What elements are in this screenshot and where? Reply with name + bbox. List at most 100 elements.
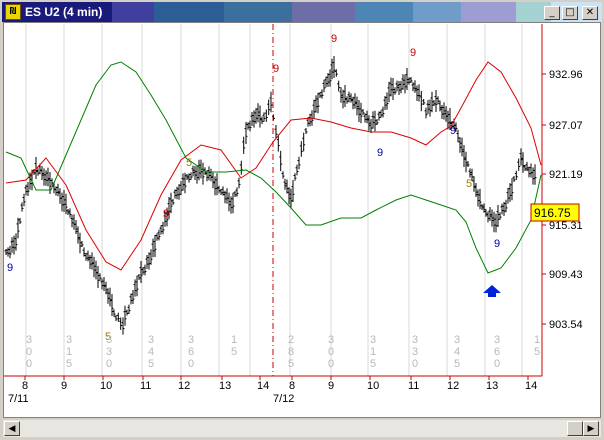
price-bar xyxy=(287,187,291,205)
price-bar xyxy=(181,173,185,191)
price-bar xyxy=(525,161,529,172)
svg-text:5: 5 xyxy=(148,358,154,370)
price-bar xyxy=(496,205,500,227)
column-label: 300 xyxy=(26,334,32,370)
price-bar xyxy=(440,105,444,119)
price-bar xyxy=(12,235,16,255)
svg-text:1: 1 xyxy=(231,334,237,346)
date-label: 7/11 xyxy=(8,393,29,405)
price-bar xyxy=(395,80,399,92)
price-bar xyxy=(108,287,112,307)
price-bar xyxy=(62,190,66,212)
price-bar xyxy=(399,80,403,94)
svg-text:1: 1 xyxy=(534,334,540,346)
column-label: 15 xyxy=(534,334,540,358)
svg-text:6: 6 xyxy=(188,346,194,358)
price-axis-label: 927.07 xyxy=(549,120,583,132)
price-bar xyxy=(54,186,58,196)
price-bar xyxy=(239,160,243,175)
price-bar xyxy=(213,176,217,196)
price-bar xyxy=(92,256,96,278)
price-bar xyxy=(256,103,260,123)
price-bar xyxy=(207,166,211,181)
price-bar xyxy=(417,84,421,102)
title-bar[interactable]: ₪ ES U2 (4 min) _ □ ✕ xyxy=(2,2,602,22)
price-bar xyxy=(246,122,250,130)
chart-app-icon[interactable]: ₪ xyxy=(5,4,21,20)
price-bar xyxy=(283,178,287,190)
price-bar xyxy=(244,122,248,144)
price-bar xyxy=(403,74,407,94)
title-bar-segment xyxy=(516,2,551,22)
price-bar xyxy=(446,110,450,130)
column-label: 300 xyxy=(328,334,334,370)
price-bar xyxy=(44,170,48,186)
price-bar xyxy=(373,110,377,132)
price-bar xyxy=(139,261,143,283)
column-label: 345 xyxy=(454,334,460,370)
scroll-right-button[interactable]: ▶ xyxy=(583,421,599,436)
price-chart[interactable]: 932.96 927.07 921.19 915.31 909.43 903.54 9 5 9… xyxy=(4,23,600,417)
price-bar xyxy=(157,229,161,241)
time-axis-label: 14 xyxy=(257,380,269,392)
price-axis-label: 909.43 xyxy=(549,269,583,281)
price-bar xyxy=(383,96,387,110)
price-bar xyxy=(281,171,285,179)
scroll-left-button[interactable]: ◀ xyxy=(4,421,20,436)
column-label: 15 xyxy=(231,334,237,358)
price-bar xyxy=(353,93,357,109)
close-button[interactable]: ✕ xyxy=(582,6,598,20)
price-bar xyxy=(177,184,181,200)
price-bar xyxy=(468,168,472,178)
price-bar xyxy=(347,91,351,103)
maximize-button[interactable]: □ xyxy=(562,6,578,20)
horizontal-scrollbar[interactable]: ◀ ▶ xyxy=(3,420,601,437)
price-bar xyxy=(361,109,365,115)
svg-text:4: 4 xyxy=(148,346,154,358)
price-bar xyxy=(193,166,197,180)
price-bar xyxy=(498,212,502,220)
count-label: 9 xyxy=(450,125,456,137)
count-label: 9 xyxy=(7,262,13,274)
price-bar xyxy=(219,189,223,195)
title-bar-segment xyxy=(154,2,224,22)
price-bar xyxy=(436,96,440,104)
price-bar xyxy=(114,315,118,321)
price-bar xyxy=(308,113,312,127)
time-axis-label: 8 xyxy=(22,380,28,392)
minimize-button[interactable]: _ xyxy=(544,6,560,20)
scroll-thumb[interactable] xyxy=(567,421,583,436)
price-chart-area[interactable]: 932.96 927.07 921.19 915.31 909.43 903.54 9 5 9… xyxy=(3,22,601,418)
price-bar xyxy=(332,56,336,78)
price-bar xyxy=(98,273,102,281)
price-bar xyxy=(389,77,393,97)
price-bar xyxy=(50,178,54,186)
price-bar xyxy=(22,193,26,207)
price-bar xyxy=(401,74,405,90)
price-bar xyxy=(90,252,94,270)
svg-text:5: 5 xyxy=(370,358,376,370)
price-bar xyxy=(472,176,476,192)
price-bar xyxy=(76,226,80,244)
svg-text:1: 1 xyxy=(370,346,376,358)
price-bar xyxy=(66,209,70,215)
price-bar xyxy=(357,100,361,122)
price-bar xyxy=(474,183,478,197)
price-axis-label: 921.19 xyxy=(549,169,583,181)
price-bar xyxy=(434,90,438,112)
price-bar xyxy=(258,105,262,128)
price-bar xyxy=(225,188,229,204)
column-label: 285 xyxy=(288,334,294,370)
price-bar xyxy=(490,209,494,227)
price-bar xyxy=(527,166,531,178)
column-label: 360 xyxy=(494,334,500,370)
price-bar xyxy=(88,255,92,269)
svg-text:3: 3 xyxy=(370,334,376,346)
svg-text:3: 3 xyxy=(106,334,112,346)
price-bar xyxy=(369,119,373,133)
title-bar-segment xyxy=(292,2,355,22)
price-bar xyxy=(153,235,157,257)
price-bar xyxy=(531,167,535,185)
time-axis-label: 10 xyxy=(367,380,379,392)
price-bar xyxy=(341,89,345,109)
